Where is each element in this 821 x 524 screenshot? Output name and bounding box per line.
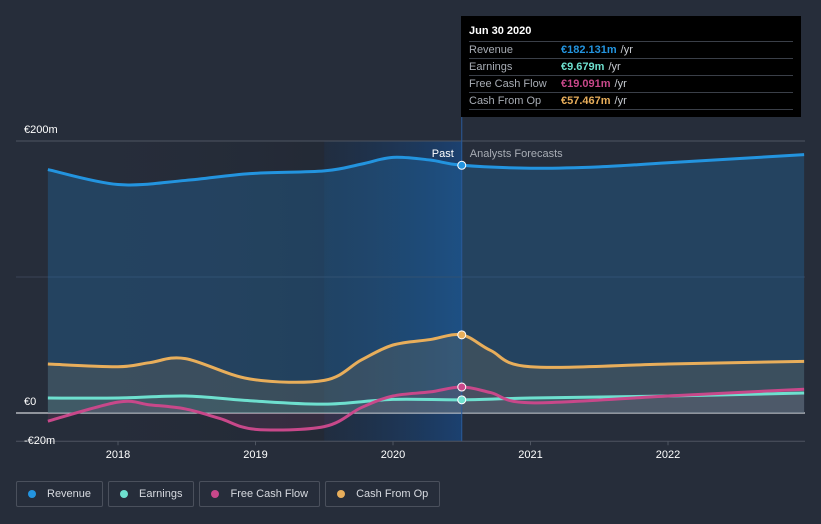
x-tick-label: 2018 — [106, 449, 130, 461]
tooltip-row-earnings: Earnings €9.679m /yr — [469, 59, 793, 76]
tooltip-row-free-cash-flow: Free Cash Flow €19.091m /yr — [469, 76, 793, 93]
revenue-marker — [457, 160, 467, 170]
y-tick-label: €0 — [24, 396, 36, 408]
x-tick-label: 2021 — [518, 449, 542, 461]
forecast-label: Analysts Forecasts — [470, 148, 563, 160]
x-tick-label: 2020 — [381, 449, 405, 461]
tooltip-unit: /yr — [614, 78, 627, 90]
legend: Revenue Earnings Free Cash Flow Cash Fro… — [16, 481, 441, 507]
tooltip-row-cash-from-op: Cash From Op €57.467m /yr — [469, 93, 793, 110]
tooltip-label: Cash From Op — [469, 95, 542, 107]
tooltip-value: €57.467m — [561, 95, 611, 107]
y-tick-label: -€20m — [24, 435, 55, 447]
legend-item-revenue[interactable]: Revenue — [16, 481, 104, 507]
hover-markers — [457, 160, 467, 405]
tooltip-unit: /yr — [620, 44, 633, 56]
revenue-area — [47, 154, 805, 413]
y-axis: €200m €0 -€20m — [24, 124, 58, 447]
tooltip: Jun 30 2020 Revenue €182.131m /yr Earnin… — [461, 16, 801, 117]
tooltip-label: Free Cash Flow — [469, 78, 547, 90]
legend-label: Revenue — [47, 488, 92, 500]
free-cash-flow-area — [47, 387, 805, 431]
series-lines — [47, 153, 805, 432]
x-tick-label: 2022 — [656, 449, 680, 461]
legend-item-earnings[interactable]: Earnings — [108, 481, 195, 507]
tooltip-unit: /yr — [614, 95, 627, 107]
tooltip-unit: /yr — [608, 61, 621, 73]
tooltip-value: €9.679m — [561, 61, 605, 73]
legend-dot-icon — [211, 490, 220, 498]
y-tick-label: €200m — [24, 124, 58, 136]
legend-dot-icon — [120, 490, 129, 498]
legend-item-free-cash-flow[interactable]: Free Cash Flow — [199, 481, 321, 507]
legend-label: Cash From Op — [356, 488, 429, 500]
tooltip-label: Revenue — [469, 44, 514, 56]
legend-dot-icon — [28, 490, 36, 498]
free-cash-flow-marker — [457, 382, 467, 392]
tooltip-row-revenue: Revenue €182.131m /yr — [469, 42, 793, 59]
x-axis: 2018 2019 2020 2021 2022 — [106, 441, 680, 461]
gridlines — [16, 140, 805, 442]
tooltip-value: €19.091m — [561, 78, 611, 90]
cash-from-op-line — [47, 332, 805, 384]
series-areas — [47, 154, 805, 431]
tooltip-date: Jun 30 2020 — [469, 24, 793, 42]
legend-label: Earnings — [139, 488, 183, 500]
earnings-marker — [457, 395, 467, 405]
cash-from-op-marker — [457, 330, 467, 340]
legend-dot-icon — [337, 490, 346, 498]
x-tick-label: 2019 — [243, 449, 267, 461]
free-cash-flow-line — [47, 385, 805, 432]
legend-item-cash-from-op[interactable]: Cash From Op — [325, 481, 441, 507]
tooltip-label: Earnings — [469, 61, 513, 73]
tooltip-value: €182.131m — [561, 44, 617, 56]
legend-label: Free Cash Flow — [230, 488, 309, 500]
cash-from-op-area — [47, 334, 805, 413]
revenue-line — [47, 153, 805, 187]
past-label: Past — [432, 148, 454, 160]
